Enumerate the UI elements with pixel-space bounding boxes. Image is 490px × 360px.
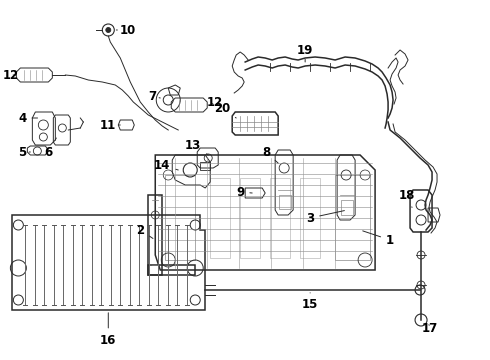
- Bar: [341, 200, 353, 215]
- Circle shape: [106, 27, 111, 32]
- Text: 12: 12: [2, 68, 19, 81]
- Text: 18: 18: [399, 189, 415, 207]
- Text: 13: 13: [185, 139, 208, 155]
- Text: 3: 3: [306, 211, 344, 225]
- Text: 12: 12: [207, 95, 223, 108]
- Text: 2: 2: [136, 224, 153, 238]
- Text: 4: 4: [18, 112, 38, 125]
- Text: 20: 20: [214, 102, 236, 118]
- Text: 14: 14: [154, 158, 178, 171]
- Text: 8: 8: [262, 145, 278, 163]
- Text: 10: 10: [116, 23, 136, 36]
- Text: 1: 1: [363, 231, 394, 247]
- Text: 17: 17: [422, 321, 438, 334]
- Text: 19: 19: [297, 44, 313, 62]
- Text: 5: 5: [18, 145, 30, 158]
- Text: 11: 11: [100, 118, 120, 131]
- Text: 6: 6: [44, 138, 56, 158]
- Text: 9: 9: [236, 185, 252, 198]
- Text: 16: 16: [100, 313, 117, 346]
- Bar: [279, 195, 291, 209]
- Text: 15: 15: [302, 293, 318, 311]
- Text: 7: 7: [148, 90, 160, 103]
